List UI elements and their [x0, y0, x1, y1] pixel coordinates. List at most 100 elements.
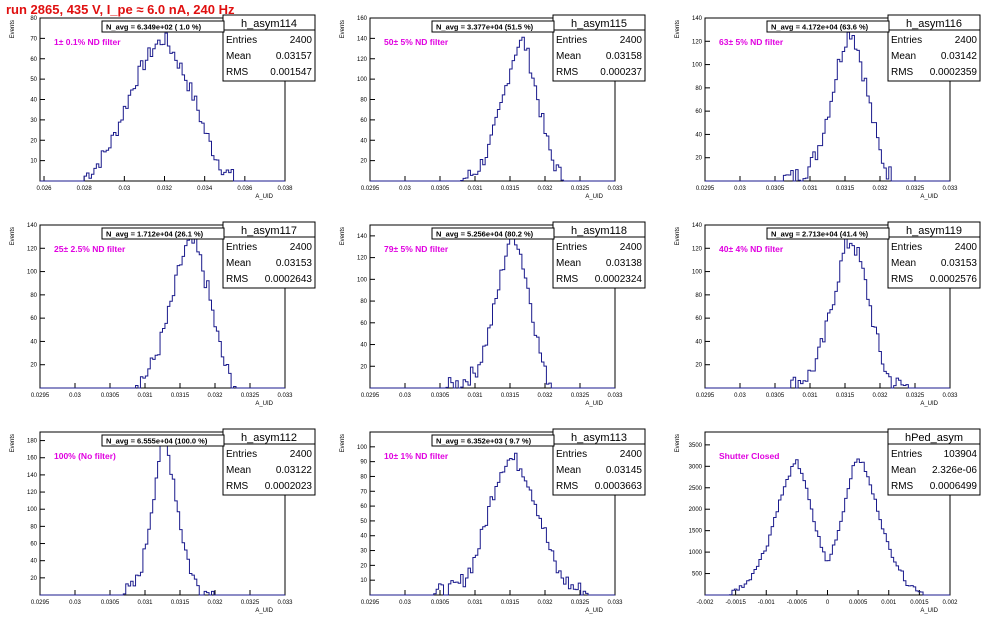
stats-label: Mean	[226, 258, 251, 269]
stats-value: 2400	[620, 449, 643, 460]
x-tick-label: 0.0315	[836, 393, 855, 399]
y-tick-label: 100	[27, 270, 38, 276]
x-tick-label: 0.032	[537, 393, 553, 399]
y-axis-label: Events	[675, 20, 681, 38]
x-tick-label: 0.03	[399, 186, 411, 192]
y-tick-label: 60	[695, 316, 702, 322]
y-tick-label: 40	[30, 98, 37, 104]
y-tick-label: 10	[30, 159, 37, 165]
y-tick-label: 120	[357, 57, 368, 63]
y-tick-label: 10	[360, 578, 367, 584]
x-tick-label: 0.028	[77, 186, 93, 192]
plot-frame	[39, 431, 286, 596]
plot-frame	[704, 17, 951, 182]
stats-label: RMS	[556, 481, 579, 492]
x-tick-label: 0.001	[881, 600, 897, 606]
y-tick-label: 30	[360, 549, 367, 555]
stats-box	[222, 14, 316, 82]
y-tick-label: 40	[360, 343, 367, 349]
stats-label: Mean	[226, 51, 251, 62]
y-tick-label: 60	[30, 57, 37, 63]
y-tick-label: 20	[360, 159, 367, 165]
histogram-panel: -0.002 -0.0015 -0.001 -0.0005 0 0.0005 0.001 0.…	[675, 428, 981, 614]
stats-label: Entries	[891, 449, 922, 460]
y-tick-label: 100	[357, 445, 368, 451]
navg-label: N_avg = 5.256e+04 (80.2 %)	[436, 230, 534, 239]
filter-annotation: 10± 1% ND filter	[384, 451, 449, 461]
stats-value: 0.03138	[606, 258, 643, 269]
navg-label: N_avg = 4.172e+04 (63.6 %)	[771, 23, 869, 32]
histogram-name: h_asym112	[241, 432, 297, 444]
x-axis-label: A_UID	[920, 194, 938, 200]
navg-label: N_avg = 6.349e+02 ( 1.0 %)	[106, 23, 202, 32]
stats-value: 0.03153	[276, 258, 313, 269]
x-axis-label: A_UID	[585, 608, 603, 614]
x-tick-label: 0.033	[607, 186, 623, 192]
histogram-name: hPed_asym	[905, 432, 963, 444]
x-tick-label: 0.002	[942, 600, 958, 606]
filter-annotation: 1± 0.1% ND filter	[54, 37, 121, 47]
x-tick-label: 0.03	[399, 600, 411, 606]
y-tick-label: 40	[30, 559, 37, 565]
histogram-series	[705, 458, 950, 596]
x-tick-label: 0.0305	[431, 186, 450, 192]
filter-annotation: 50± 5% ND filter	[384, 37, 449, 47]
stats-value: 2400	[620, 242, 643, 253]
stats-label: Entries	[556, 449, 587, 460]
histogram-name: h_asym118	[571, 225, 627, 237]
x-tick-label: 0.032	[872, 186, 888, 192]
x-tick-label: 0.03	[399, 393, 411, 399]
histogram-name: h_asym117	[241, 225, 297, 237]
x-tick-label: 0.0325	[906, 393, 925, 399]
y-axis-label: Events	[340, 434, 346, 452]
x-tick-label: 0.0325	[241, 393, 260, 399]
y-tick-label: 80	[360, 299, 367, 305]
x-tick-label: 0.0305	[101, 600, 120, 606]
y-tick-label: 120	[27, 490, 38, 496]
stats-label: Entries	[556, 242, 587, 253]
y-tick-label: 20	[30, 576, 37, 582]
x-tick-label: 0.0295	[31, 393, 50, 399]
x-tick-label: 0.031	[802, 393, 818, 399]
x-tick-label: 0.0005	[849, 600, 868, 606]
stats-value: 0.03122	[276, 465, 313, 476]
x-tick-label: 0.0305	[101, 393, 120, 399]
stats-label: Mean	[226, 465, 251, 476]
y-tick-label: 80	[695, 293, 702, 299]
y-tick-label: 40	[695, 132, 702, 138]
x-tick-label: 0.0295	[361, 393, 380, 399]
x-tick-label: 0.0015	[910, 600, 929, 606]
navg-label: N_avg = 6.555e+04 (100.0 %)	[106, 437, 208, 446]
stats-box	[887, 428, 981, 496]
y-axis-label: Events	[10, 20, 16, 38]
x-axis-label: A_UID	[255, 608, 273, 614]
navg-box	[101, 20, 225, 33]
navg-box	[431, 434, 555, 447]
x-tick-label: 0.032	[872, 393, 888, 399]
y-axis-label: Events	[10, 227, 16, 245]
x-tick-label: 0.033	[942, 186, 958, 192]
x-tick-label: 0.032	[537, 186, 553, 192]
y-tick-label: 20	[695, 363, 702, 369]
stats-label: Entries	[226, 449, 257, 460]
x-axis-label: A_UID	[255, 401, 273, 407]
y-tick-label: 20	[695, 156, 702, 162]
y-tick-label: 70	[360, 489, 367, 495]
y-tick-label: 100	[27, 507, 38, 513]
y-tick-label: 60	[360, 321, 367, 327]
y-tick-label: 60	[30, 316, 37, 322]
histogram-panel: 0.0295 0.03 0.0305 0.031 0.0315 0.032 0.0325 0.…	[675, 221, 981, 407]
navg-box	[766, 227, 890, 240]
stats-label: Mean	[556, 465, 581, 476]
stats-value: 2400	[955, 35, 978, 46]
y-axis-label: Events	[340, 227, 346, 245]
y-tick-label: 1000	[689, 550, 703, 556]
navg-label: N_avg = 1.712e+04 (26.1 %)	[106, 230, 204, 239]
x-tick-label: -0.002	[696, 600, 714, 606]
stats-label: Mean	[556, 258, 581, 269]
histogram-series	[40, 236, 285, 389]
x-tick-label: 0.0315	[501, 186, 520, 192]
x-axis-label: A_UID	[920, 401, 938, 407]
stats-label: RMS	[556, 274, 579, 285]
y-tick-label: 120	[357, 256, 368, 262]
